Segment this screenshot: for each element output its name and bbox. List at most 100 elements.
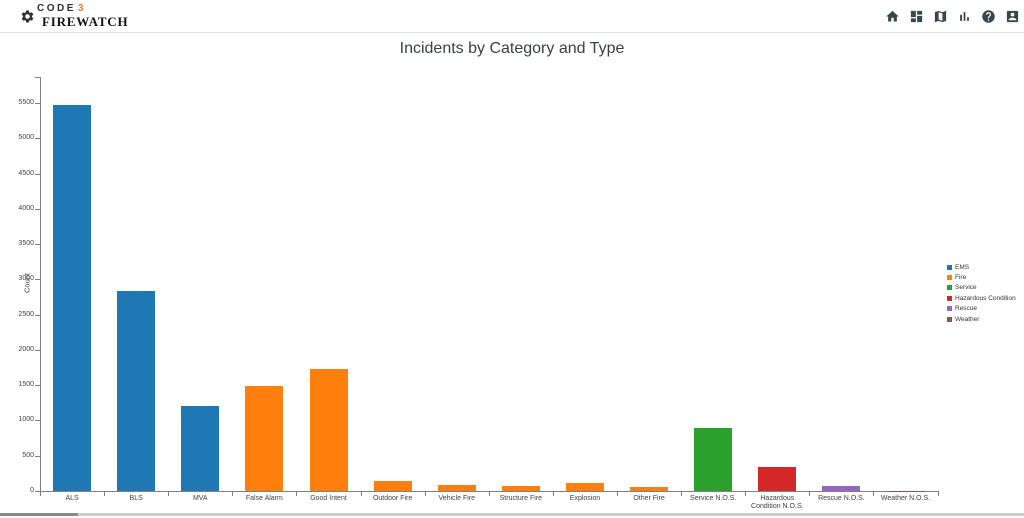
- logo-three-text: 3: [77, 3, 84, 14]
- y-axis-end-tick: [35, 77, 40, 78]
- y-tick-label: 1500: [18, 381, 34, 389]
- x-tick: [488, 491, 490, 496]
- x-tick-label: Outdoor Fire: [372, 495, 413, 502]
- legend-label: Hazardous Condition: [955, 294, 1016, 302]
- y-axis-line: [40, 77, 41, 491]
- legend-item-ems[interactable]: EMS: [947, 262, 1016, 272]
- y-tick: [35, 138, 40, 140]
- legend-label: EMS: [955, 263, 970, 271]
- bar-structure-fire[interactable]: [501, 485, 540, 491]
- home-icon[interactable]: [885, 9, 900, 24]
- bar-outdoor-fire[interactable]: [373, 481, 412, 491]
- y-tick-label: 4500: [18, 169, 34, 177]
- x-tick: [552, 491, 554, 496]
- y-tick: [35, 244, 40, 246]
- horizontal-scrollbar[interactable]: [0, 513, 1024, 516]
- y-tick-label: 2000: [18, 345, 34, 353]
- bar-chart-icon[interactable]: [957, 9, 972, 24]
- x-tick: [873, 491, 875, 496]
- x-tick: [232, 491, 234, 496]
- x-tick-label: Rescue N.O.S.: [818, 495, 865, 502]
- top-bar: CODE 3 FIREWATCH: [0, 0, 1024, 33]
- y-tick: [35, 455, 40, 457]
- x-tick: [745, 491, 747, 496]
- y-tick: [35, 208, 40, 210]
- bar-explosion[interactable]: [565, 483, 604, 491]
- legend-item-weather[interactable]: Weather: [947, 314, 1016, 324]
- chart-legend: EMS Fire Service Hazardous Condition Rescue W…: [947, 262, 1016, 324]
- bar-mva[interactable]: [181, 405, 220, 491]
- y-tick: [35, 314, 40, 316]
- legend-swatch: [947, 285, 952, 291]
- map-icon[interactable]: [933, 9, 948, 24]
- legend-label: Weather: [955, 315, 980, 323]
- help-icon[interactable]: [981, 9, 996, 24]
- bar-false-alarm[interactable]: [245, 385, 284, 491]
- y-tick-label: 3500: [18, 240, 34, 248]
- x-tick-label: Service N.O.S.: [690, 495, 737, 502]
- y-tick: [35, 173, 40, 175]
- bar-service-n-o-s-[interactable]: [694, 428, 733, 491]
- legend-swatch: [947, 264, 952, 270]
- legend-label: Fire: [955, 274, 967, 282]
- y-tick-label: 500: [22, 451, 34, 459]
- x-tick: [937, 491, 939, 496]
- x-tick: [424, 491, 426, 496]
- y-tick: [35, 491, 40, 492]
- x-tick-label: Explosion: [569, 495, 601, 502]
- x-tick: [617, 491, 619, 496]
- y-tick: [35, 103, 40, 105]
- legend-swatch: [947, 306, 952, 312]
- bar-rescue-n-o-s-[interactable]: [822, 486, 861, 491]
- logo-code-text: CODE: [37, 3, 76, 14]
- bar-other-fire[interactable]: [630, 487, 669, 491]
- y-tick-label: 1000: [18, 416, 34, 424]
- account-icon[interactable]: [1005, 9, 1020, 24]
- bar-bls[interactable]: [117, 291, 156, 491]
- x-tick-label: MVA: [192, 495, 208, 502]
- y-tick: [35, 385, 40, 387]
- x-tick-label: Good Intent: [310, 495, 347, 502]
- x-tick-label: Vehicle Fire: [438, 495, 476, 502]
- y-tick-label: 3000: [18, 275, 34, 283]
- y-tick-label: 5500: [18, 99, 34, 107]
- top-nav-icons: [885, 0, 1020, 33]
- x-tick-label: ALS: [65, 495, 79, 502]
- x-tick-label: Hazardous Condition N.O.S.: [751, 495, 804, 511]
- y-tick-label: 2500: [18, 310, 34, 318]
- legend-label: Rescue: [955, 305, 978, 313]
- x-tick: [296, 491, 298, 496]
- x-tick: [809, 491, 811, 496]
- legend-label: Service: [955, 284, 977, 292]
- logo-firewatch-text: FIREWATCH: [42, 14, 129, 29]
- x-tick-label: Weather N.O.S.: [880, 495, 931, 502]
- logo[interactable]: CODE 3 FIREWATCH: [37, 3, 129, 29]
- x-tick: [104, 491, 106, 496]
- x-tick-label: BLS: [129, 495, 143, 502]
- x-tick-label: Structure Fire: [499, 495, 543, 502]
- x-tick-label: False Alarm: [245, 495, 283, 502]
- settings-gear-icon[interactable]: [20, 9, 35, 24]
- chart-title: Incidents by Category and Type: [399, 40, 625, 57]
- y-tick: [35, 420, 40, 422]
- horizontal-scrollbar-thumb[interactable]: [0, 513, 78, 516]
- legend-item-fire[interactable]: Fire: [947, 272, 1016, 282]
- bar-als[interactable]: [53, 104, 92, 491]
- bar-hazardous-condition-n-o-s-[interactable]: [758, 467, 797, 491]
- bar-vehicle-fire[interactable]: [437, 484, 476, 491]
- legend-item-service[interactable]: Service: [947, 283, 1016, 293]
- legend-swatch: [947, 295, 952, 301]
- y-tick-label: 0: [30, 487, 34, 494]
- legend-item-hazardous-condition[interactable]: Hazardous Condition: [947, 293, 1016, 303]
- legend-swatch: [947, 316, 952, 322]
- x-tick: [681, 491, 683, 496]
- legend-item-rescue[interactable]: Rescue: [947, 304, 1016, 314]
- x-tick: [168, 491, 170, 496]
- bar-good-intent[interactable]: [309, 368, 348, 491]
- dashboard-icon[interactable]: [909, 9, 924, 24]
- y-tick-label: 5000: [18, 134, 34, 142]
- x-tick-label: Other Fire: [633, 495, 665, 502]
- y-tick: [35, 349, 40, 351]
